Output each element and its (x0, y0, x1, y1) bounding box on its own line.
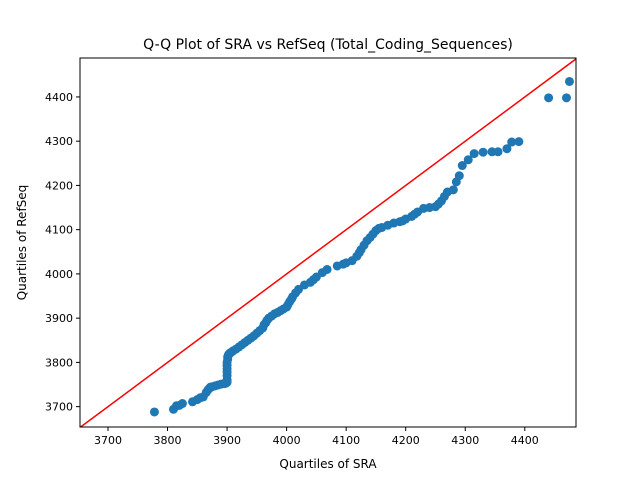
data-point (564, 76, 574, 86)
x-tick-label: 3900 (213, 434, 241, 447)
data-point (502, 144, 512, 154)
data-point (463, 155, 473, 165)
y-tick-label: 4300 (45, 135, 73, 148)
data-point (478, 147, 488, 157)
data-point (322, 264, 332, 274)
data-point (149, 407, 159, 417)
y-tick-label: 4100 (45, 224, 73, 237)
data-point (561, 93, 571, 103)
y-tick-label: 3700 (45, 401, 73, 414)
data-point (454, 171, 464, 181)
x-tick-label: 4300 (451, 434, 479, 447)
data-point (448, 185, 458, 195)
x-tick-label: 4100 (332, 434, 360, 447)
x-axis-label: Quartiles of SRA (279, 457, 377, 471)
y-tick-label: 3900 (45, 312, 73, 325)
x-tick-label: 3800 (154, 434, 182, 447)
data-point (507, 137, 517, 147)
data-point (177, 399, 187, 409)
data-point (469, 149, 479, 159)
x-tick-label: 4000 (273, 434, 301, 447)
y-axis-label: Quartiles of RefSeq (15, 185, 29, 301)
reference-line (80, 58, 576, 427)
data-point (493, 147, 503, 157)
y-tick-label: 4000 (45, 268, 73, 281)
x-tick-label: 4400 (511, 434, 539, 447)
y-tick-label: 4400 (45, 91, 73, 104)
chart-title: Q-Q Plot of SRA vs RefSeq (Total_Coding_… (143, 37, 513, 53)
data-points (149, 76, 574, 417)
data-point (514, 137, 524, 147)
data-point (457, 161, 467, 171)
data-point (544, 93, 554, 103)
x-tick-label: 3700 (94, 434, 122, 447)
x-axis-ticks: 3700 3800 3900 4000 4100 4200 4300 4400 (94, 427, 539, 447)
x-tick-label: 4200 (392, 434, 420, 447)
y-tick-label: 4200 (45, 179, 73, 192)
y-axis-ticks: 3700 3800 3900 4000 4100 4200 4300 4400 (45, 91, 80, 414)
y-tick-label: 3800 (45, 356, 73, 369)
plot-frame (79, 57, 577, 428)
